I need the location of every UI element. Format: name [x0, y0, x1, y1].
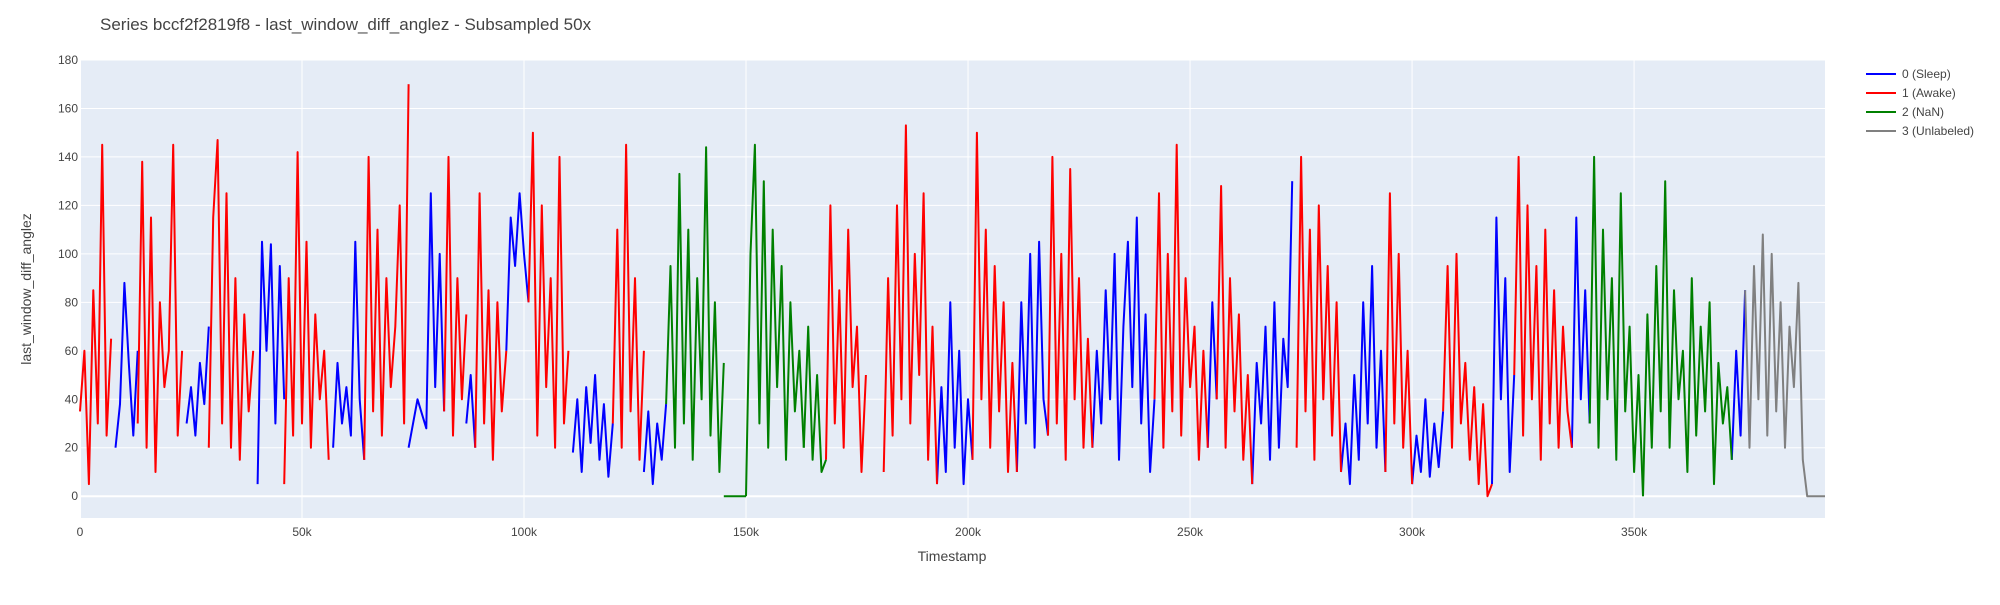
legend-label: 0 (Sleep)	[1902, 67, 1951, 81]
y-axis-title: last_window_diff_anglez	[18, 213, 34, 365]
y-axis-ticks: 0 20 40 60 80 100 120 140 160 180	[58, 53, 78, 503]
series-line	[79, 143, 113, 486]
series-line	[1411, 398, 1445, 485]
series-line	[1744, 233, 1825, 498]
series-layer	[79, 84, 1825, 498]
legend: 0 (Sleep) 1 (Awake) 2 (NaN) 3 (Unlabeled)	[1866, 67, 1974, 138]
y-tick-label: 160	[58, 101, 78, 115]
x-tick-label: 100k	[511, 525, 538, 539]
y-tick-label: 0	[71, 489, 78, 503]
series-line	[571, 374, 614, 478]
series-line	[1340, 265, 1387, 486]
legend-item[interactable]: 2 (NaN)	[1866, 105, 1944, 119]
y-tick-label: 120	[58, 198, 78, 212]
series-line	[407, 192, 446, 448]
series-line	[332, 240, 366, 460]
series-line	[1570, 216, 1591, 448]
series-line	[114, 281, 139, 448]
series-line	[1047, 155, 1094, 461]
series-line	[1251, 181, 1294, 485]
y-tick-label: 60	[65, 344, 79, 358]
series-line	[971, 131, 1018, 473]
series-line	[802, 325, 827, 473]
x-tick-label: 250k	[1177, 525, 1204, 539]
series-line	[882, 124, 938, 485]
series-3	[1744, 233, 1825, 498]
series-line	[443, 155, 468, 437]
y-tick-label: 180	[58, 53, 78, 67]
x-axis-title: Timestamp	[918, 548, 987, 564]
series-line	[1295, 155, 1342, 473]
legend-item[interactable]: 1 (Awake)	[1866, 86, 1956, 100]
x-axis-ticks: 0 50k 100k 150k 200k 250k 300k 350k	[77, 525, 1648, 539]
chart-title: Series bccf2f2819f8 - last_window_diff_a…	[100, 15, 592, 34]
legend-item[interactable]: 0 (Sleep)	[1866, 67, 1951, 81]
plot-background	[80, 60, 1825, 518]
x-tick-label: 150k	[733, 525, 760, 539]
series-line	[1642, 180, 1733, 497]
series-line	[363, 84, 410, 460]
series-line	[745, 143, 805, 497]
series-2	[665, 143, 1733, 498]
x-tick-label: 300k	[1399, 525, 1426, 539]
x-tick-label: 0	[77, 525, 84, 539]
y-tick-label: 80	[65, 295, 79, 309]
series-line	[1206, 301, 1218, 448]
series-line	[611, 143, 645, 461]
series-line	[642, 404, 668, 486]
series-line	[527, 131, 570, 449]
series-line	[136, 143, 184, 473]
series-line	[665, 146, 725, 473]
series-line	[1091, 216, 1156, 473]
series-line	[474, 192, 508, 461]
series-line	[825, 204, 867, 473]
y-tick-label: 40	[65, 392, 79, 406]
series-line	[185, 326, 210, 437]
legend-label: 1 (Awake)	[1902, 86, 1956, 100]
legend-item[interactable]: 3 (Unlabeled)	[1866, 124, 1974, 138]
series-line	[1513, 155, 1573, 461]
series-line	[256, 240, 286, 485]
series-line	[1153, 143, 1209, 461]
series-line	[1384, 192, 1414, 485]
series-0	[114, 181, 1747, 486]
series-line	[1588, 155, 1644, 497]
y-tick-label: 140	[58, 150, 78, 164]
legend-label: 2 (NaN)	[1902, 105, 1944, 119]
series-line	[1015, 240, 1049, 473]
series-line	[1215, 185, 1254, 485]
x-tick-label: 350k	[1621, 525, 1648, 539]
series-1	[79, 84, 1573, 498]
y-tick-label: 100	[58, 247, 78, 261]
x-tick-label: 50k	[292, 525, 312, 539]
series-line	[465, 374, 477, 448]
series-line	[283, 151, 330, 485]
series-line	[936, 301, 974, 486]
series-line	[505, 192, 530, 351]
legend-label: 3 (Unlabeled)	[1902, 124, 1974, 138]
y-tick-label: 20	[65, 441, 79, 455]
series-line	[1491, 216, 1516, 485]
x-tick-label: 200k	[955, 525, 982, 539]
series-line	[1730, 290, 1747, 460]
series-line	[1442, 252, 1493, 498]
series-line	[207, 139, 255, 461]
